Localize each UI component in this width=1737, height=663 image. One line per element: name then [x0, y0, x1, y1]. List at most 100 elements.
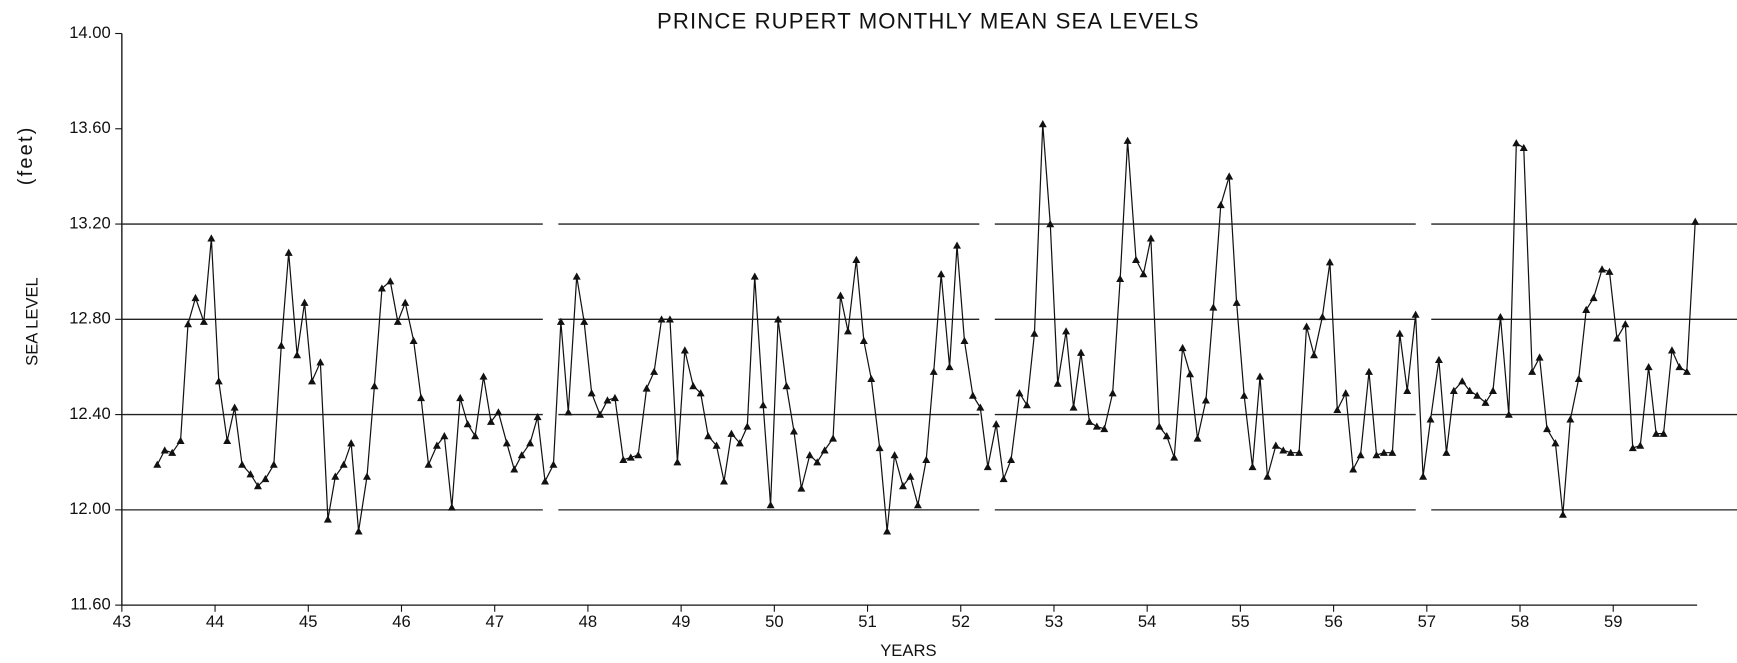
data-point: [1108, 389, 1117, 397]
data-point: [1365, 367, 1374, 375]
data-point: [1512, 139, 1521, 147]
data-point: [852, 255, 861, 263]
data-point: [1007, 455, 1016, 464]
y-tick-label: 12.40: [69, 404, 111, 423]
data-point: [1543, 424, 1552, 433]
data-point: [1209, 303, 1218, 311]
data-point: [1271, 441, 1280, 449]
data-point: [890, 451, 899, 459]
data-point: [331, 472, 340, 480]
data-point: [712, 441, 721, 449]
data-point: [1193, 434, 1202, 442]
x-tick-label: 44: [206, 612, 224, 631]
x-tick-label: 54: [1138, 612, 1156, 631]
data-point: [820, 446, 829, 454]
data-point: [1333, 405, 1342, 414]
data-point: [1062, 327, 1071, 335]
data-point: [191, 293, 200, 302]
data-point: [261, 474, 270, 483]
data-point: [1403, 386, 1412, 394]
data-point: [1419, 472, 1428, 480]
data-point: [603, 396, 612, 404]
data-point: [1155, 422, 1164, 430]
x-tick-label: 43: [113, 612, 131, 631]
x-tick-label: 53: [1045, 612, 1063, 631]
data-point: [1146, 234, 1155, 242]
data-point: [1053, 379, 1062, 387]
data-point: [1691, 217, 1700, 225]
data-point: [1349, 465, 1358, 473]
data-point: [1652, 429, 1661, 437]
data-point: [1496, 312, 1505, 321]
data-point: [494, 408, 503, 416]
data-point: [1123, 136, 1132, 144]
data-point: [1426, 415, 1435, 423]
data-point: [805, 451, 814, 459]
data-point: [447, 503, 456, 511]
data-point: [1566, 415, 1575, 423]
data-point: [1465, 386, 1474, 394]
data-point: [1100, 424, 1109, 433]
data-point: [223, 436, 232, 444]
data-point: [610, 393, 619, 402]
data-point: [619, 455, 628, 464]
data-point: [1255, 372, 1264, 380]
data-point: [1395, 329, 1404, 337]
data-point: [238, 460, 247, 468]
data-point: [409, 336, 418, 344]
data-point: [1551, 439, 1560, 447]
data-point: [1069, 403, 1078, 411]
data-point: [1132, 255, 1140, 263]
data-point: [1481, 398, 1490, 406]
data-point: [898, 482, 907, 490]
data-point: [486, 417, 495, 425]
data-point: [650, 367, 659, 375]
data-point: [1621, 320, 1630, 328]
x-axis-label: YEARS: [880, 641, 936, 660]
data-point: [922, 455, 931, 464]
data-point: [1186, 370, 1195, 378]
x-tick-label: 49: [672, 612, 690, 631]
data-point: [983, 462, 992, 471]
data-point: [1240, 391, 1249, 399]
data-point: [564, 408, 573, 416]
data-point: [1030, 329, 1039, 337]
data-point: [1489, 386, 1497, 394]
data-point: [992, 420, 1001, 428]
data-point: [1341, 389, 1350, 397]
data-point: [1612, 334, 1621, 342]
data-point: [300, 298, 309, 306]
x-tick-label: 47: [485, 612, 503, 631]
data-point: [1162, 432, 1171, 440]
data-point: [463, 420, 472, 428]
data-point: [960, 336, 969, 344]
data-point: [176, 436, 185, 444]
data-point: [230, 403, 239, 411]
data-point: [533, 412, 542, 421]
data-point: [1605, 267, 1614, 275]
data-point: [1310, 351, 1319, 359]
data-point: [1046, 220, 1055, 228]
data-point: [727, 429, 736, 437]
data-point: [284, 248, 293, 256]
data-point: [572, 272, 581, 280]
data-point: [1519, 143, 1528, 152]
data-point: [1077, 348, 1085, 356]
data-point: [720, 477, 728, 485]
data-point: [1092, 422, 1101, 430]
data-point: [253, 482, 262, 490]
data-point: [184, 320, 193, 328]
data-point: [526, 439, 535, 447]
data-point: [347, 439, 356, 447]
data-point: [968, 391, 977, 399]
y-tick-label: 11.60: [70, 595, 110, 614]
data-point: [843, 327, 852, 335]
data-point: [393, 317, 402, 325]
y-axis-label: SEA LEVEL: [23, 277, 42, 366]
data-point: [1628, 443, 1637, 452]
data-point: [517, 451, 526, 459]
data-point: [1170, 453, 1179, 461]
data-point: [386, 277, 395, 285]
data-point: [1434, 355, 1443, 363]
data-point: [1574, 374, 1583, 383]
